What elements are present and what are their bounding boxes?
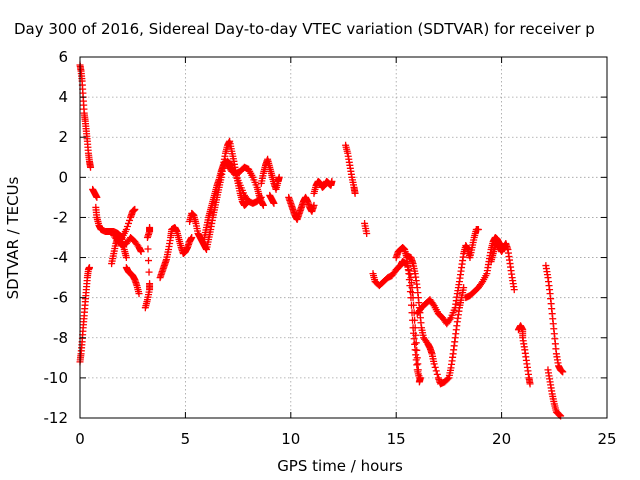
data-point — [526, 380, 534, 388]
data-point — [433, 370, 441, 378]
y-tick-label: -12 — [44, 409, 69, 427]
x-tick-label: 10 — [281, 430, 300, 448]
y-tick-label: -8 — [53, 329, 68, 347]
data-point — [227, 160, 235, 168]
x-axis-label: GPS time / hours — [277, 457, 403, 475]
plot-frame — [79, 56, 608, 419]
data-point — [270, 199, 278, 207]
x-tick-label: 15 — [387, 430, 406, 448]
data-point — [85, 264, 93, 272]
data-point — [144, 245, 152, 253]
y-tick-label: -4 — [53, 249, 68, 267]
data-point — [275, 173, 283, 181]
data-point — [259, 201, 267, 209]
data-point — [146, 223, 154, 231]
data-point — [409, 316, 417, 324]
data-point — [123, 222, 131, 230]
data-point — [431, 363, 439, 371]
x-tick-label: 0 — [75, 430, 85, 448]
data-point — [126, 216, 134, 224]
y-axis-label: SDTVAR / TECUs — [4, 176, 22, 299]
data-point — [146, 280, 154, 288]
data-point — [257, 193, 265, 201]
data-point — [122, 254, 130, 262]
data-point — [145, 268, 153, 276]
data-point — [405, 276, 413, 284]
y-tick-label: 6 — [58, 48, 68, 66]
data-point — [328, 177, 336, 185]
data-point — [446, 315, 454, 323]
data-point — [406, 288, 414, 296]
y-tick-label: 0 — [58, 168, 68, 186]
data-point — [310, 201, 318, 209]
data-point — [87, 163, 95, 171]
data-point — [559, 368, 567, 376]
data-point — [145, 257, 153, 265]
data-point — [406, 282, 414, 290]
data-point — [351, 189, 359, 197]
data-point — [430, 360, 438, 368]
data-point — [124, 219, 132, 227]
data-point — [188, 234, 196, 241]
chart-title: Day 300 of 2016, Sidereal Day-to-day VTE… — [14, 20, 595, 38]
y-tick-label: -6 — [53, 289, 68, 307]
x-tick-label: 5 — [181, 430, 191, 448]
data-point — [407, 301, 415, 309]
data-point — [122, 225, 130, 233]
data-point — [444, 375, 452, 383]
data-point — [412, 339, 420, 347]
data-point — [510, 286, 518, 294]
data-point — [137, 248, 145, 256]
data-point — [429, 300, 437, 308]
data-point — [131, 205, 139, 213]
data-point — [414, 360, 422, 368]
data-point — [363, 229, 371, 237]
data-point — [415, 374, 423, 382]
data-point — [408, 309, 416, 317]
grid — [80, 57, 607, 418]
data-point — [478, 279, 486, 287]
y-tick-label: -10 — [44, 369, 69, 387]
data-point — [432, 367, 440, 375]
data-point — [93, 193, 101, 201]
y-tick-label: 2 — [58, 128, 68, 146]
x-tick-label: 25 — [597, 430, 616, 448]
data-point — [407, 294, 415, 302]
x-tick-label: 20 — [492, 430, 511, 448]
y-tick-label: 4 — [58, 88, 68, 106]
data-point — [405, 270, 413, 278]
data-points — [76, 61, 567, 420]
data-point — [474, 225, 482, 233]
data-point — [256, 194, 264, 202]
data-point — [135, 290, 143, 298]
y-tick-label: -2 — [53, 208, 68, 226]
